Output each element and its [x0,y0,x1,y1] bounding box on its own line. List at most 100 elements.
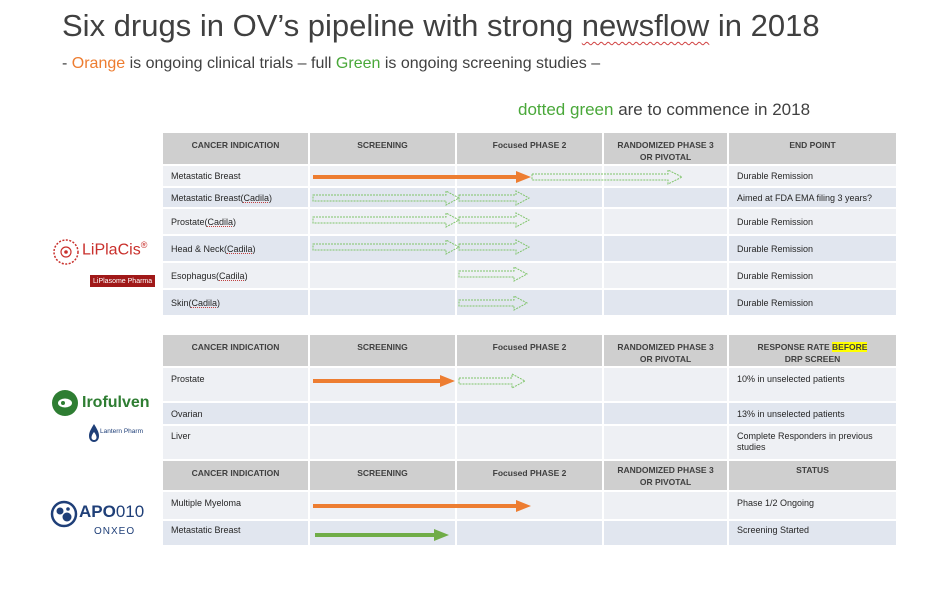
phase2-cell [457,290,602,315]
table-row: Esophagus (Cadila) Durable Remission [163,263,896,288]
status-cell: Screening Started [729,521,896,545]
table-header-row: CANCER INDICATION SCREENING Focused PHAS… [163,461,896,490]
liplacis-logo-text: LiPlaCis [82,241,141,259]
phase3-cell [604,492,727,519]
header-phase3: RANDOMIZED PHASE 3 OR PIVOTAL [604,461,727,490]
partner-text: Cadila [227,243,253,254]
response-cell: 10% in unselected patients [729,368,896,401]
header-phase2: Focused PHASE 2 [457,133,602,164]
apo010-logo-light: 010 [115,502,145,521]
response-text: 13% in unselected patients [737,408,845,419]
status-text: Screening Started [737,525,810,535]
indication-cell: Skin (Cadila) [163,290,308,315]
header-cancer-indication: CANCER INDICATION [163,133,308,164]
table-header-row: CANCER INDICATION SCREENING Focused PHAS… [163,335,896,366]
status-text: Phase 1/2 Ongoing [737,498,815,508]
legend-prefix: - [62,55,72,72]
phase2-cell [457,166,602,186]
response-cell: Complete Responders in previous studies [729,426,896,459]
screening-cell [310,403,455,424]
indication-text: Prostate [171,374,205,384]
indication-text: Skin [171,297,189,308]
indication-cell: Head & Neck (Cadila) [163,236,308,261]
indication-cell: Prostate [163,368,308,401]
apo010-logo-bold: APO [79,502,116,521]
indication-cell: Metastatic Breast [163,166,308,186]
apo010-logo-icon [50,500,78,528]
phase3-cell [604,236,727,261]
indication-cell: Metastatic Breast [163,521,308,545]
indication-cell: Metastatic Breast (Cadila) [163,188,308,207]
header-status: STATUS [729,461,896,490]
legend-line-2: dotted green are to commence in 2018 [518,100,810,120]
header-screening: SCREENING [310,461,455,490]
registered-mark: ® [140,240,148,250]
header-screening: SCREENING [310,335,455,366]
header-phase2: Focused PHASE 2 [457,335,602,366]
endpoint-cell: Durable Remission [729,209,896,234]
onxeo-logo: ONXEO [94,526,136,537]
legend-dotted-green-word: dotted green [518,100,614,119]
header-cancer-indication: CANCER INDICATION [163,335,308,366]
phase3-cell [604,263,727,288]
screening-cell [310,188,455,207]
liplasome-pharma-logo: LiPlasome Pharma [90,275,155,287]
phase3-cell [604,368,727,401]
legend-text-3: are to commence in 2018 [613,100,811,119]
endpoint-cell: Durable Remission [729,263,896,288]
indication-text: Esophagus [171,270,217,281]
table-row: Metastatic Breast Durable Remission [163,166,896,186]
indication-text: Metastatic Breast [171,525,241,535]
header-response-rate: RESPONSE RATE BEFORE DRP SCREEN [729,335,896,366]
response-text: 10% in unselected patients [737,374,845,384]
header-cancer-indication: CANCER INDICATION [163,461,308,490]
indication-cell: Multiple Myeloma [163,492,308,519]
table-row: Ovarian 13% in unselected patients [163,403,896,424]
indication-text: Metastatic Breast [171,192,241,203]
phase2-cell [457,236,602,261]
endpoint-cell: Durable Remission [729,236,896,261]
phase2-cell [457,426,602,459]
table-row: Multiple Myeloma Phase 1/2 Ongoing [163,492,896,519]
screening-cell [310,492,455,519]
table-row: Head & Neck (Cadila) Durable Remission [163,236,896,261]
legend-text-1: is ongoing clinical trials – full [125,55,336,72]
phase3-cell [604,209,727,234]
phase2-cell [457,188,602,207]
indication-cell: Prostate (Cadila) [163,209,308,234]
phase2-cell [457,209,602,234]
screening-cell [310,426,455,459]
partner-text: Cadila [219,270,245,281]
phase3-cell [604,521,727,545]
phase2-cell [457,521,602,545]
screening-cell [310,290,455,315]
screening-cell [310,368,455,401]
liplacis-logo-icon [53,239,79,265]
endpoint-cell: Aimed at FDA EMA filing 3 years? [729,188,896,207]
phase3-cell [604,290,727,315]
indication-text: Metastatic Breast [171,171,241,181]
screening-cell [310,521,455,545]
table-row: Liver Complete Responders in previous st… [163,426,896,459]
table-row: Metastatic Breast Screening Started [163,521,896,545]
phase3-cell [604,188,727,207]
endpoint-text: Durable Remission [737,171,814,181]
indication-text: Head & Neck [171,243,225,254]
header-phase3: RANDOMIZED PHASE 3 OR PIVOTAL [604,335,727,366]
table-row: Prostate (Cadila) Durable Remission [163,209,896,234]
table-row: Metastatic Breast (Cadila) Aimed at FDA … [163,188,896,207]
phase3-cell [604,166,727,186]
header-phase2: Focused PHASE 2 [457,461,602,490]
title-text-end: in 2018 [709,8,820,43]
table-row: Skin (Cadila) Durable Remission [163,290,896,315]
screening-cell [310,209,455,234]
irofulven-logo: Irofulven [82,394,150,411]
title-text: Six drugs in OV’s pipeline with strong [62,8,582,43]
lantern-pharma-logo: Lantern Pharm [100,428,143,435]
legend-text-2: is ongoing screening studies – [380,55,601,72]
indication-text: Liver [171,431,191,441]
endpoint-cell: Durable Remission [729,290,896,315]
response-cell: 13% in unselected patients [729,403,896,424]
screening-cell [310,166,455,186]
apo010-logo: APO010 [79,502,144,522]
